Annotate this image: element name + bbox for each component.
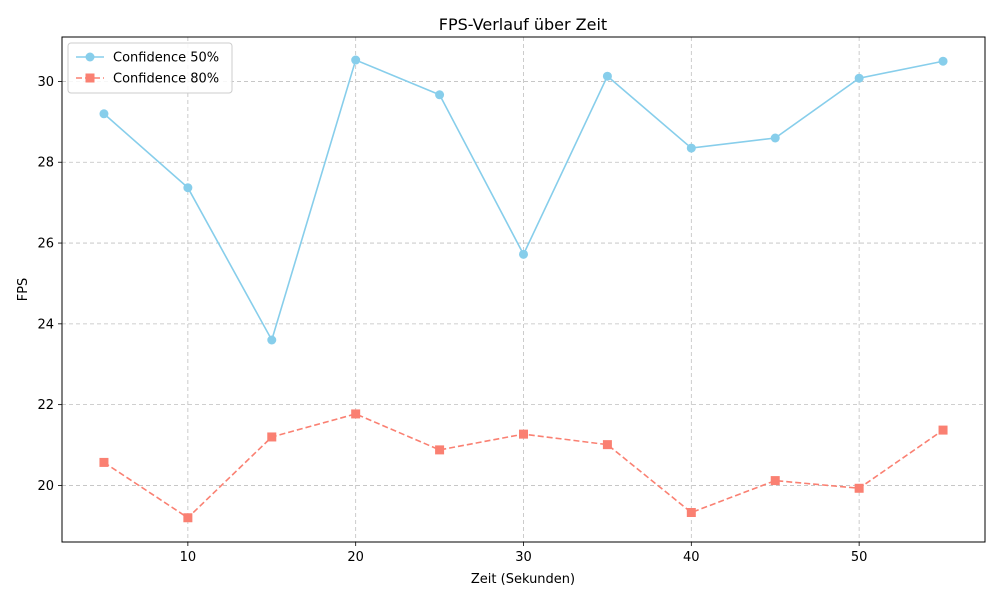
legend-box — [67, 42, 233, 94]
data-point — [99, 109, 109, 119]
y-tick-label: 24 — [37, 317, 54, 332]
y-axis-ticks: 20 22 24 26 28 30 — [37, 75, 62, 494]
grid-layer — [62, 37, 985, 542]
data-point — [99, 457, 109, 467]
y-tick-label: 28 — [37, 156, 54, 171]
y-tick-label: 30 — [37, 75, 54, 90]
legend-marker — [85, 52, 95, 62]
legend-label: Confidence 50% — [113, 51, 219, 66]
y-axis-label: FPS — [16, 278, 31, 302]
data-point — [267, 432, 277, 442]
legend-label: Confidence 80% — [113, 72, 219, 87]
data-point — [435, 445, 445, 455]
x-tick-label: 20 — [347, 550, 364, 565]
x-axis-label: Zeit (Sekunden) — [471, 572, 575, 587]
data-point — [602, 440, 612, 450]
data-point — [854, 483, 864, 493]
data-point — [770, 476, 780, 486]
x-tick-label: 50 — [851, 550, 868, 565]
data-point — [854, 73, 864, 83]
data-point — [267, 335, 277, 345]
x-tick-label: 40 — [683, 550, 700, 565]
data-point — [686, 143, 696, 153]
x-tick-label: 30 — [515, 550, 532, 565]
data-point — [519, 249, 528, 259]
data-point — [519, 429, 528, 439]
data-point — [183, 513, 193, 523]
data-point — [351, 55, 361, 65]
data-point — [938, 425, 948, 435]
data-point — [770, 133, 780, 143]
series-2 — [99, 409, 948, 523]
data-point — [602, 71, 612, 81]
y-tick-label: 20 — [37, 479, 54, 494]
legend-item: Confidence 80% — [76, 72, 219, 87]
y-tick-label: 26 — [37, 237, 54, 252]
y-tick-label: 22 — [37, 398, 54, 413]
x-tick-label: 10 — [180, 550, 197, 565]
data-point — [938, 56, 948, 66]
chart-title: FPS-Verlauf über Zeit — [439, 15, 607, 34]
legend: Confidence 50% Confidence 80% — [67, 42, 233, 94]
series-1 — [99, 55, 948, 345]
x-axis-ticks: 10 20 30 40 50 — [180, 542, 868, 565]
data-point — [351, 409, 361, 419]
series-layer — [99, 55, 948, 523]
data-point — [435, 90, 445, 100]
legend-marker — [85, 73, 95, 83]
data-point — [686, 508, 696, 518]
data-point — [183, 183, 193, 193]
legend-item: Confidence 50% — [76, 51, 219, 66]
